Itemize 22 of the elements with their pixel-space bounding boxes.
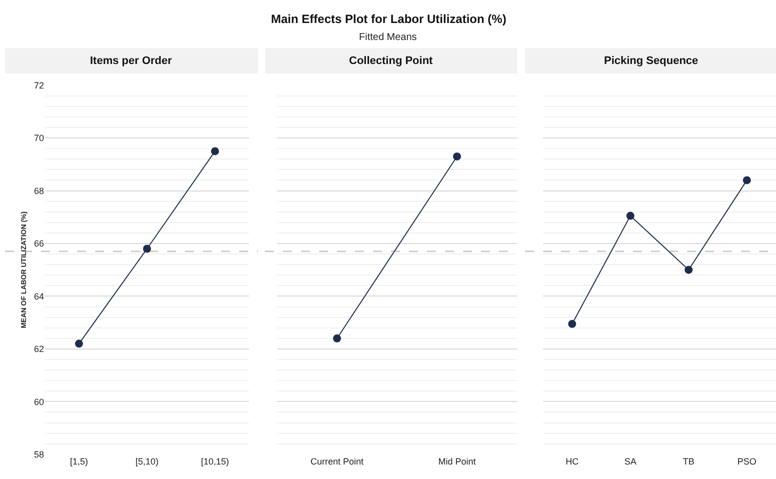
y-tick-label: 62	[34, 344, 44, 354]
x-tick-label: HC	[566, 456, 580, 466]
text: Fitted Means	[359, 32, 417, 43]
y-tick-label: 66	[34, 238, 44, 249]
text: Main Effects Plot for Labor Utilization (%)	[271, 12, 506, 26]
x-tick-label: [5,10)	[135, 456, 159, 466]
y-tick-label: 60	[34, 396, 44, 407]
y-tick-label: 58	[34, 450, 44, 460]
x-tick-label: TB	[682, 456, 694, 466]
x-tick-label: Mid Point	[438, 456, 476, 466]
x-tick-label: SA	[624, 456, 636, 466]
x-tick-label: [10,15)	[200, 456, 230, 466]
chart-title: Items per Order	[90, 55, 173, 67]
chart-title: Collecting Point	[349, 55, 434, 67]
x-tick-label: Current Point	[310, 456, 364, 466]
chart-title: Picking Sequence	[604, 55, 698, 67]
y-tick-label: 68	[34, 186, 44, 196]
x-tick-label: PSO	[737, 456, 756, 466]
y-tick-label: 64	[34, 291, 44, 302]
y-tick-label: 70	[34, 133, 44, 144]
x-tick-label: [1,5)	[70, 456, 88, 466]
y-tick-label: 72	[34, 80, 44, 90]
